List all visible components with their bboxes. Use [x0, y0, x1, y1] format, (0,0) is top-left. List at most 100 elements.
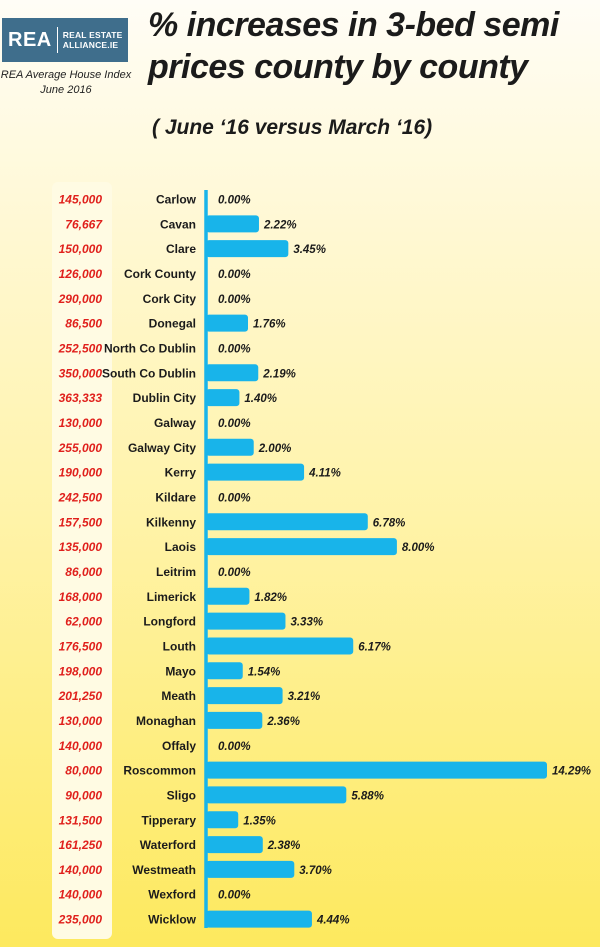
category-label-dublin-city: Dublin City [133, 391, 197, 405]
value-label-cavan: 2.22% [263, 219, 297, 231]
value-label-galway-city: 2.00% [258, 443, 292, 455]
rea-logo: REA REAL ESTATE ALLIANCE.IE [2, 18, 128, 62]
value-label-longford: 3.33% [290, 617, 323, 629]
price-label-cork-city: 290,000 [58, 292, 103, 306]
price-label-longford: 62,000 [65, 615, 102, 629]
logo-text: REAL ESTATE ALLIANCE.IE [63, 30, 123, 50]
bar-tipperary [206, 811, 239, 829]
price-label-louth: 176,500 [59, 639, 103, 653]
bar-donegal [206, 314, 248, 332]
value-label-mayo: 1.54% [248, 666, 281, 678]
value-label-donegal: 1.76% [253, 319, 286, 331]
bar-dublin-city [206, 389, 240, 407]
logo-divider [56, 27, 58, 53]
chart-title: % increases in 3-bed semi prices county … [148, 4, 593, 88]
category-label-galway: Galway [154, 416, 196, 430]
value-label-north-co-dublin: 0.00% [218, 343, 251, 355]
title-line-2: prices county by county [148, 48, 528, 86]
bar-cavan [206, 215, 259, 233]
value-label-kerry: 4.11% [308, 468, 341, 480]
category-label-kerry: Kerry [165, 466, 197, 480]
category-label-tipperary: Tipperary [142, 813, 197, 827]
price-label-wicklow: 235,000 [58, 913, 103, 927]
category-label-limerick: Limerick [147, 590, 197, 604]
value-label-cork-city: 0.00% [218, 294, 251, 306]
price-label-tipperary: 131,500 [59, 813, 103, 827]
price-label-south-co-dublin: 350,000 [59, 366, 103, 380]
bar-longford [206, 612, 286, 630]
bar-mayo [206, 662, 243, 680]
value-label-leitrim: 0.00% [218, 567, 251, 579]
index-line-1: REA Average House Index [0, 69, 132, 81]
category-label-roscommon: Roscommon [123, 764, 196, 778]
bar-roscommon [206, 761, 547, 779]
category-label-galway-city: Galway City [128, 441, 196, 455]
category-label-mayo: Mayo [165, 664, 196, 678]
value-label-meath: 3.21% [288, 691, 321, 703]
index-title: REA Average House Index June 2016 [0, 68, 132, 98]
price-label-cork-county: 126,000 [59, 267, 103, 281]
logo-line-1: REAL ESTATE [62, 30, 123, 40]
value-label-tipperary: 1.35% [243, 815, 276, 827]
category-label-westmeath: Westmeath [132, 863, 196, 877]
price-label-clare: 150,000 [59, 242, 103, 256]
bar-galway-city [206, 438, 254, 456]
category-label-meath: Meath [161, 689, 196, 703]
bar-kerry [206, 463, 305, 481]
bar-monaghan [206, 711, 263, 729]
index-line-2: June 2016 [40, 84, 92, 96]
category-label-monaghan: Monaghan [136, 714, 196, 728]
category-label-cork-county: Cork County [124, 267, 196, 281]
category-label-donegal: Donegal [149, 317, 196, 331]
price-label-westmeath: 140,000 [59, 863, 103, 877]
value-label-offaly: 0.00% [218, 741, 251, 753]
category-label-waterford: Waterford [140, 838, 196, 852]
value-label-clare: 3.45% [293, 244, 326, 256]
value-label-wicklow: 4.44% [316, 915, 350, 927]
value-label-laois: 8.00% [402, 542, 435, 554]
bar-south-co-dublin [206, 364, 259, 382]
bar-clare [206, 240, 289, 258]
category-label-kildare: Kildare [155, 490, 196, 504]
price-label-laois: 135,000 [59, 540, 103, 554]
value-label-south-co-dublin: 2.19% [262, 368, 296, 380]
price-label-kildare: 242,500 [58, 490, 103, 504]
category-label-north-co-dublin: North Co Dublin [104, 341, 196, 355]
category-label-laois: Laois [165, 540, 197, 554]
category-label-leitrim: Leitrim [156, 565, 196, 579]
value-label-louth: 6.17% [358, 641, 391, 653]
category-label-carlow: Carlow [156, 193, 197, 207]
category-label-offaly: Offaly [162, 739, 196, 753]
price-label-waterford: 161,250 [59, 838, 103, 852]
value-label-dublin-city: 1.40% [244, 393, 277, 405]
category-label-kilkenny: Kilkenny [146, 515, 196, 529]
value-label-roscommon: 14.29% [552, 766, 591, 778]
category-label-sligo: Sligo [167, 788, 196, 802]
value-label-carlow: 0.00% [218, 195, 251, 207]
bar-kilkenny [206, 513, 368, 531]
value-label-westmeath: 3.70% [299, 865, 332, 877]
value-label-waterford: 2.38% [267, 840, 301, 852]
category-label-wexford: Wexford [148, 888, 196, 902]
bar-waterford [206, 836, 263, 854]
bar-wicklow [206, 910, 312, 928]
bar-sligo [206, 786, 347, 804]
value-label-monaghan: 2.36% [266, 716, 300, 728]
price-label-donegal: 86,500 [65, 317, 102, 331]
title-line-1: % increases in 3-bed semi [148, 6, 559, 44]
logo-mark: REA [8, 28, 52, 51]
price-label-offaly: 140,000 [59, 739, 103, 753]
value-label-limerick: 1.82% [254, 592, 287, 604]
price-label-mayo: 198,000 [59, 664, 103, 678]
category-label-cavan: Cavan [160, 217, 196, 231]
price-label-monaghan: 130,000 [59, 714, 103, 728]
bar-laois [206, 538, 397, 556]
price-label-cavan: 76,667 [65, 217, 103, 231]
price-column-panel [52, 182, 112, 939]
price-label-limerick: 168,000 [59, 590, 103, 604]
bar-westmeath [206, 860, 295, 878]
category-label-louth: Louth [163, 639, 196, 653]
value-label-galway: 0.00% [218, 418, 251, 430]
price-label-carlow: 145,000 [59, 193, 103, 207]
